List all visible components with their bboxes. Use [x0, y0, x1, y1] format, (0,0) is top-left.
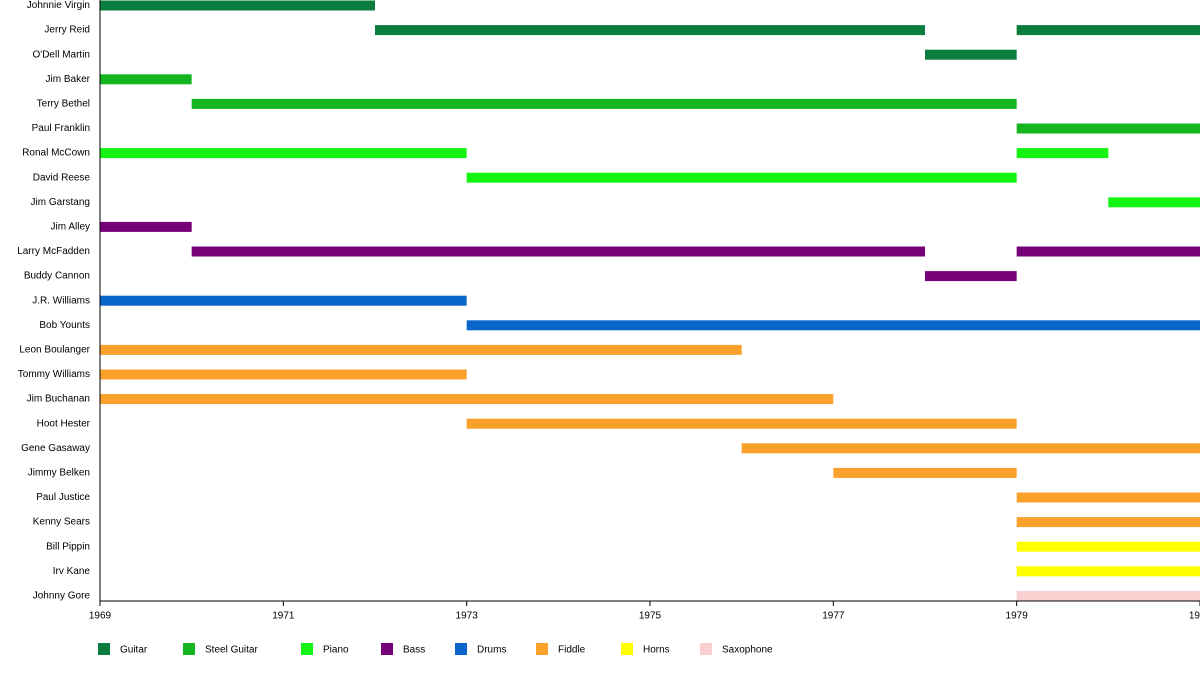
- row-label: Bob Younts: [39, 320, 90, 331]
- x-tick-label: 1971: [272, 611, 295, 622]
- bar: [1016, 246, 1200, 257]
- legend-swatch: [381, 643, 393, 655]
- bar: [925, 271, 1017, 282]
- bar: [1016, 590, 1200, 601]
- row-label: Johnny Gore: [33, 591, 91, 602]
- row-label: Terry Bethel: [37, 99, 90, 110]
- x-tick-label: 1973: [456, 611, 479, 622]
- row-label: David Reese: [33, 172, 91, 183]
- bar: [100, 344, 742, 355]
- bar: [100, 0, 375, 11]
- row-label: Jim Baker: [46, 74, 91, 85]
- row-label: Larry McFadden: [17, 246, 90, 257]
- legend-swatch: [621, 643, 633, 655]
- bar: [100, 394, 834, 405]
- legend-label: Steel Guitar: [205, 645, 258, 656]
- row-label: Paul Justice: [36, 492, 90, 503]
- row-label: Jim Alley: [51, 222, 90, 233]
- legend-swatch: [536, 643, 548, 655]
- bar: [1016, 492, 1200, 503]
- bar: [100, 74, 192, 85]
- row-label: Buddy Cannon: [24, 271, 90, 282]
- bar: [1016, 148, 1109, 159]
- legend-swatch: [301, 643, 313, 655]
- x-tick-label: 1975: [639, 611, 662, 622]
- x-tick-label: 1969: [89, 611, 112, 622]
- legend-swatch: [700, 643, 712, 655]
- bar: [191, 246, 925, 257]
- bar: [925, 49, 1017, 60]
- row-label: Paul Franklin: [32, 123, 90, 134]
- bar: [466, 172, 1017, 183]
- bar: [375, 25, 925, 36]
- row-label: Ronal McCown: [22, 148, 90, 159]
- row-label: Jerry Reid: [44, 25, 90, 36]
- row-label: Johnnie Virgin: [27, 0, 90, 11]
- row-label: Kenny Sears: [33, 517, 90, 528]
- row-label: Irv Kane: [53, 566, 91, 577]
- bar: [1016, 541, 1200, 552]
- bar: [1016, 25, 1200, 36]
- x-tick-label: 1979: [1006, 611, 1029, 622]
- bar: [1016, 566, 1200, 577]
- bar: [1108, 197, 1200, 208]
- row-label: J.R. Williams: [32, 295, 90, 306]
- x-tick-label: 1977: [822, 611, 845, 622]
- legend-label: Fiddle: [558, 645, 586, 656]
- bar: [100, 295, 467, 306]
- row-label: Jimmy Belken: [28, 468, 90, 479]
- legend-label: Horns: [643, 645, 670, 656]
- legend-label: Piano: [323, 645, 349, 656]
- row-label: Bill Pippin: [46, 541, 90, 552]
- legend-swatch: [183, 643, 195, 655]
- bar: [741, 443, 1200, 454]
- legend-swatch: [98, 643, 110, 655]
- legend-label: Guitar: [120, 645, 148, 656]
- row-label: Tommy Williams: [18, 369, 90, 380]
- row-label: O'Dell Martin: [33, 49, 90, 60]
- legend-label: Bass: [403, 645, 425, 656]
- bar: [100, 148, 467, 159]
- legend-label: Drums: [477, 645, 506, 656]
- legend-label: Saxophone: [722, 645, 773, 656]
- legend-swatch: [455, 643, 467, 655]
- row-label: Hoot Hester: [37, 418, 91, 429]
- bar: [466, 418, 1017, 429]
- bar: [100, 369, 467, 380]
- bar: [1016, 517, 1200, 528]
- row-label: Jim Garstang: [31, 197, 90, 208]
- bar: [1016, 123, 1200, 134]
- bar: [466, 320, 1200, 331]
- bar: [191, 98, 1017, 109]
- row-label: Leon Boulanger: [19, 345, 90, 356]
- row-label: Jim Buchanan: [27, 394, 90, 405]
- bar: [100, 221, 192, 232]
- row-label: Gene Gasaway: [21, 443, 90, 454]
- bar: [833, 467, 1017, 478]
- x-tick-label: 1981: [1189, 611, 1200, 622]
